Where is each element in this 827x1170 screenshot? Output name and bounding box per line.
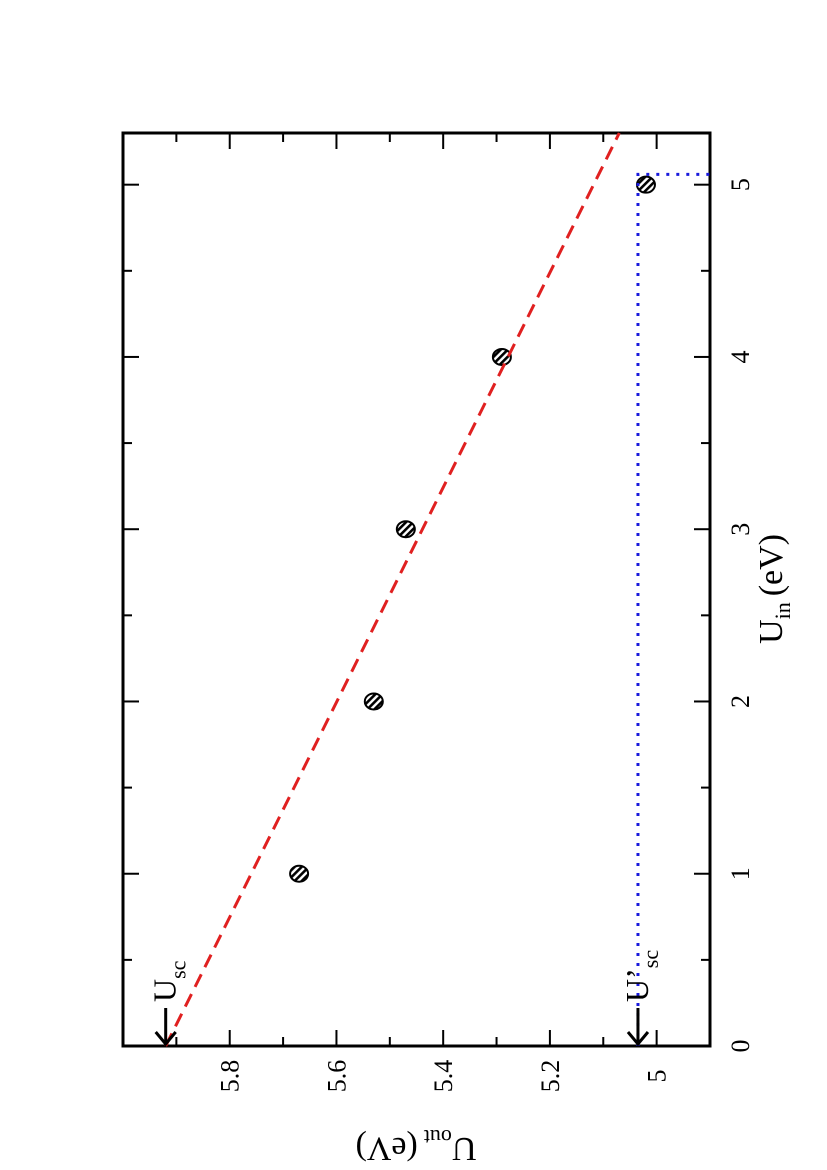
y-tick-label: 5.2 [536, 1060, 565, 1093]
series-layer [164, 132, 710, 1047]
plot-frame [121, 131, 712, 1048]
y-axis-title-main: U [452, 1130, 477, 1167]
x-axis-title-main: U [753, 619, 790, 644]
y-axis-title: Uout(eV) [356, 1125, 477, 1167]
annotation-label-usc: Usc [147, 960, 191, 1002]
y-tick-label: 5.6 [322, 1060, 351, 1093]
data-point [289, 864, 310, 883]
data-point [491, 347, 512, 366]
annotation-arrow-head [626, 1031, 650, 1047]
data-point [363, 692, 384, 711]
x-axis-title: Uin (eV) [753, 534, 795, 644]
data-point [395, 520, 416, 539]
x-tick-label: 2 [726, 695, 755, 708]
x-axis-title-unit: (eV) [753, 534, 790, 596]
guide-line [636, 172, 710, 1046]
y-tick-label: 5.8 [216, 1060, 245, 1093]
y-axis-title-sub: out [424, 1125, 452, 1150]
y-axis-title-unit: (eV) [356, 1130, 418, 1167]
y-axis-tick-labels: 5 5.2 5.4 5.6 5.8 [216, 1060, 672, 1093]
fit-line [164, 132, 621, 1047]
annotation-main-usc: U [147, 979, 183, 1002]
annotation-main-usc-prime: U’ [619, 968, 655, 1002]
annotation-sub-usc-prime: sc [638, 950, 663, 969]
y-tick-label: 5 [643, 1070, 672, 1083]
x-tick-label: 1 [726, 867, 755, 880]
y-tick-label: 5.4 [429, 1060, 458, 1093]
x-tick-label: 4 [726, 350, 755, 363]
x-axis-tick-labels: 0 1 2 3 4 5 [726, 178, 755, 1052]
x-tick-label: 5 [726, 178, 755, 191]
x-axis-ticks [123, 183, 710, 1047]
y-axis-ticks [175, 133, 658, 1046]
x-tick-label: 3 [726, 523, 755, 536]
data-point [635, 175, 656, 194]
annotation-layer: Usc U’sc [147, 950, 663, 1047]
x-tick-label: 0 [726, 1040, 755, 1053]
annotation-sub-usc: sc [166, 960, 191, 979]
annotation-label-usc-prime: U’sc [619, 950, 663, 1002]
x-axis-title-sub: in [770, 602, 795, 619]
annotation-arrow-head [154, 1031, 177, 1047]
